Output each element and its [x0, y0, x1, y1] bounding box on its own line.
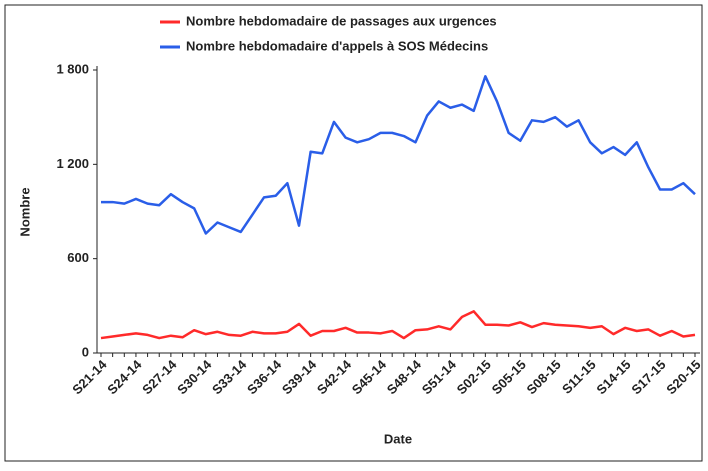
x-axis-title: Date [384, 431, 412, 446]
legend-label: Nombre hebdomadaire de passages aux urge… [186, 13, 497, 28]
y-tick-label: 0 [82, 344, 89, 359]
series-line [100, 310, 696, 340]
legend-label: Nombre hebdomadaire d'appels à SOS Médec… [186, 38, 488, 53]
chart-border [4, 4, 703, 462]
y-tick-label: 600 [67, 250, 89, 265]
y-tick-label: 1 200 [56, 156, 89, 171]
y-axis-title: Nombre [17, 187, 32, 236]
y-tick-label: 1 800 [56, 61, 89, 76]
series-line [101, 75, 696, 235]
